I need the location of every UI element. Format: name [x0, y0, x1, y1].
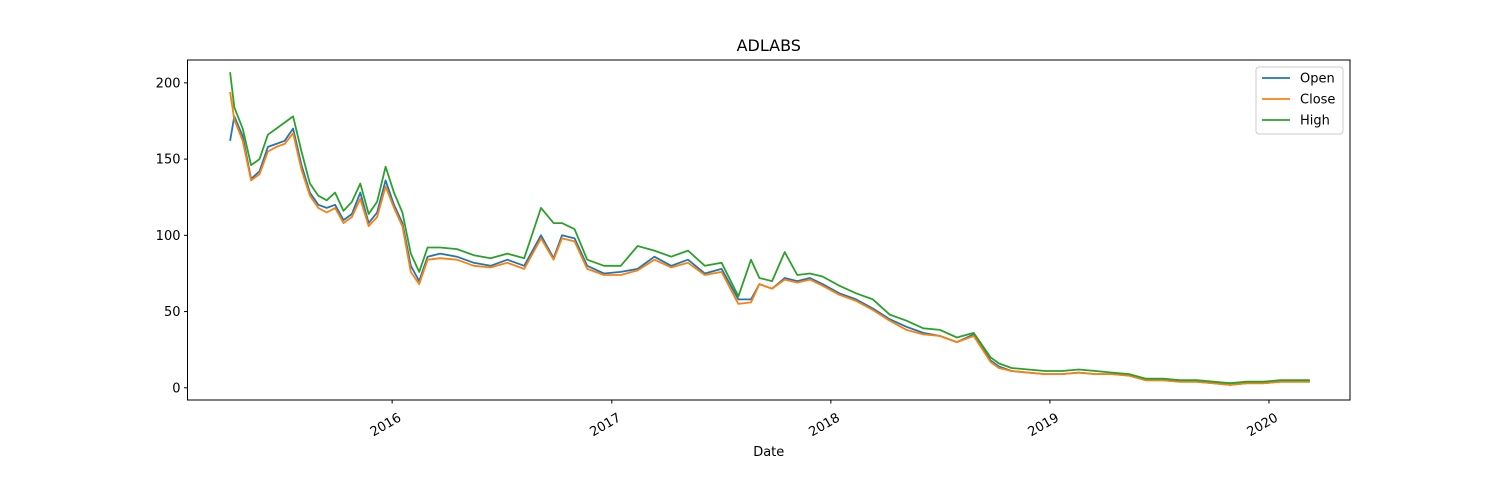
y-tick-label: 150: [156, 153, 181, 168]
y-axis: 0 50 100 150 200: [156, 76, 188, 396]
legend-label-open: Open: [1300, 72, 1335, 87]
legend-box: [1255, 66, 1344, 135]
series-lines: [229, 72, 1310, 386]
x-axis: 2016 2017 2018 2019 2020: [368, 400, 1281, 440]
y-tick-label: 200: [156, 76, 181, 91]
x-tick-label: 2016: [368, 411, 404, 441]
legend: Open Close High: [1255, 66, 1344, 135]
x-tick-label: 2017: [587, 411, 623, 441]
legend-label-close: Close: [1300, 93, 1335, 108]
series-line-high: [229, 72, 1310, 385]
x-tick-label: 2019: [1026, 411, 1062, 441]
x-axis-label: Date: [753, 445, 784, 460]
x-tick-label: 2018: [807, 411, 843, 441]
y-tick-label: 50: [164, 305, 181, 320]
x-tick-label: 2020: [1245, 411, 1281, 441]
y-tick-label: 100: [156, 229, 181, 244]
legend-label-high: High: [1300, 114, 1330, 129]
y-tick-label: 0: [172, 381, 180, 396]
plot-frame: [187, 59, 1351, 401]
series-line-close: [229, 91, 1310, 386]
plot-area: [187, 60, 1350, 400]
chart-title: ADLABS: [737, 36, 801, 55]
